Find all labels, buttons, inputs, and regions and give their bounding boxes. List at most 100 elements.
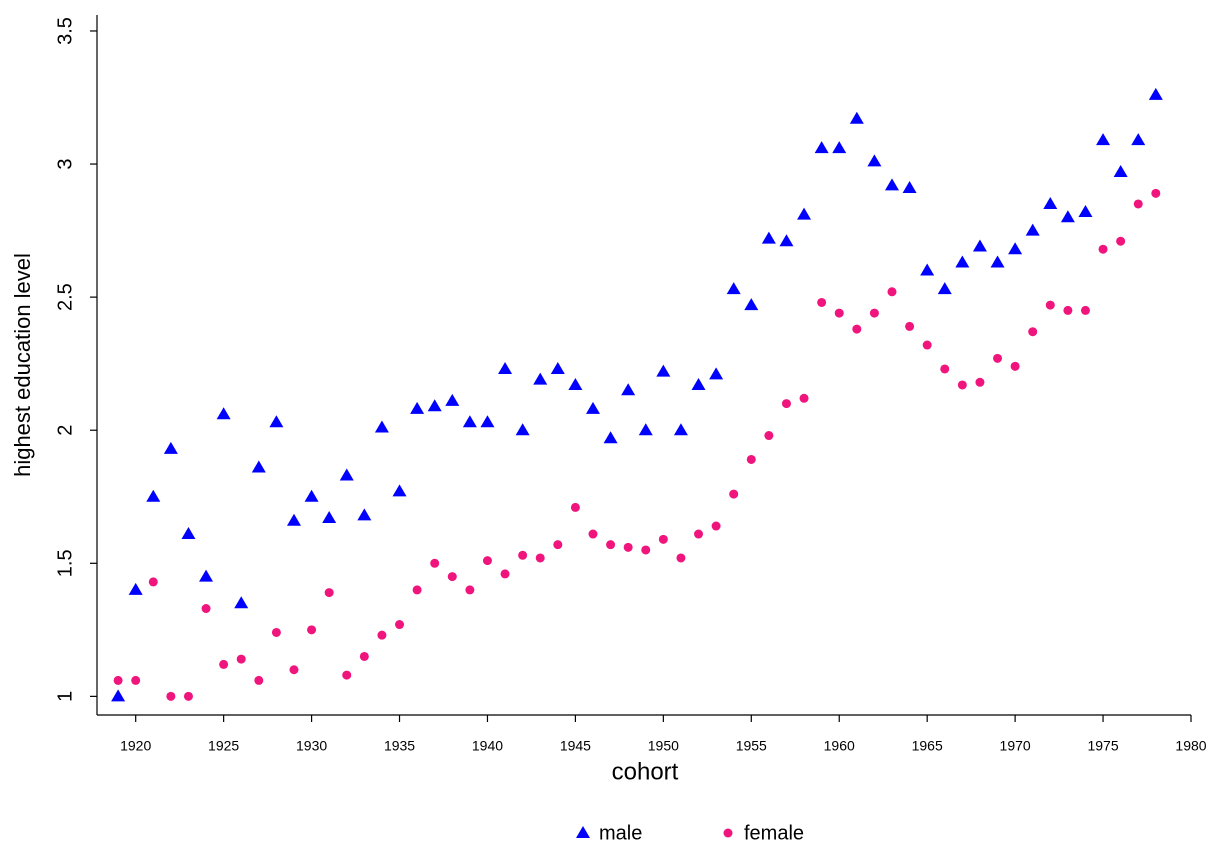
- point: [166, 691, 176, 701]
- point: [445, 393, 460, 406]
- point: [940, 364, 950, 374]
- point: [482, 556, 492, 566]
- point: [1045, 300, 1055, 310]
- point: [694, 529, 704, 539]
- point: [1078, 204, 1093, 217]
- y-tick-label: 3: [54, 158, 76, 169]
- point: [1025, 223, 1040, 236]
- point: [1116, 236, 1126, 246]
- point: [761, 231, 776, 244]
- point: [199, 569, 214, 582]
- point: [606, 540, 616, 550]
- point: [676, 553, 686, 563]
- point: [993, 353, 1003, 363]
- point: [814, 141, 829, 154]
- point: [920, 263, 935, 276]
- point: [1010, 361, 1020, 371]
- point: [535, 553, 545, 563]
- point: [339, 468, 354, 481]
- point: [937, 282, 952, 295]
- point: [711, 521, 721, 531]
- point: [1060, 210, 1075, 223]
- point: [781, 399, 791, 409]
- point: [744, 298, 759, 311]
- y-tick-label: 1.5: [54, 549, 76, 577]
- point: [181, 527, 196, 540]
- point: [462, 415, 477, 428]
- point: [709, 367, 724, 380]
- point: [658, 534, 668, 544]
- y-tick-label: 1: [54, 691, 76, 702]
- point: [887, 287, 897, 297]
- point: [307, 625, 317, 635]
- point: [869, 308, 879, 318]
- x-tick-label: 1945: [560, 738, 591, 754]
- point: [1113, 165, 1128, 178]
- point: [427, 399, 442, 412]
- x-tick-label: 1970: [1000, 738, 1031, 754]
- point: [1148, 87, 1163, 100]
- x-tick-label: 1920: [120, 738, 151, 754]
- point: [304, 489, 319, 502]
- point: [271, 627, 281, 637]
- x-tick-label: 1960: [824, 738, 855, 754]
- point: [286, 513, 301, 526]
- point: [342, 670, 352, 680]
- point: [641, 545, 651, 555]
- point: [1133, 199, 1143, 209]
- point: [955, 255, 970, 268]
- point: [1131, 133, 1146, 146]
- point: [726, 282, 741, 295]
- x-tick-label: 1980: [1175, 738, 1206, 754]
- point: [131, 675, 141, 685]
- point: [183, 691, 193, 701]
- point: [817, 297, 827, 307]
- point: [972, 239, 987, 252]
- point: [357, 508, 372, 521]
- point: [922, 340, 932, 350]
- point: [289, 665, 299, 675]
- point: [673, 423, 688, 436]
- point: [832, 141, 847, 154]
- point: [797, 207, 812, 220]
- legend-marker: [576, 826, 590, 838]
- point: [430, 558, 440, 568]
- point: [515, 423, 530, 436]
- point: [1080, 305, 1090, 315]
- point: [148, 577, 158, 587]
- point: [621, 383, 636, 396]
- point: [746, 454, 756, 464]
- legend-label: female: [744, 822, 804, 844]
- point: [779, 234, 794, 247]
- x-tick-label: 1965: [912, 738, 943, 754]
- point: [518, 550, 528, 560]
- point: [568, 377, 583, 390]
- point: [447, 572, 457, 582]
- point: [412, 585, 422, 595]
- point: [269, 415, 284, 428]
- point: [957, 380, 967, 390]
- point: [1028, 327, 1038, 337]
- point: [570, 502, 580, 512]
- x-tick-label: 1935: [384, 738, 415, 754]
- point: [1008, 242, 1023, 255]
- point: [219, 659, 229, 669]
- y-tick-label: 3.5: [54, 17, 76, 45]
- point: [550, 361, 565, 374]
- point: [902, 181, 917, 194]
- point: [852, 324, 862, 334]
- point: [867, 154, 882, 167]
- point: [1151, 188, 1161, 198]
- point: [905, 321, 915, 331]
- point: [691, 377, 706, 390]
- point: [1043, 196, 1058, 209]
- point: [465, 585, 475, 595]
- point: [234, 596, 249, 609]
- x-tick-label: 1925: [208, 738, 239, 754]
- point: [849, 111, 864, 124]
- point: [834, 308, 844, 318]
- point: [324, 588, 334, 598]
- y-axis-label: highest education level: [10, 253, 35, 477]
- point: [201, 604, 211, 614]
